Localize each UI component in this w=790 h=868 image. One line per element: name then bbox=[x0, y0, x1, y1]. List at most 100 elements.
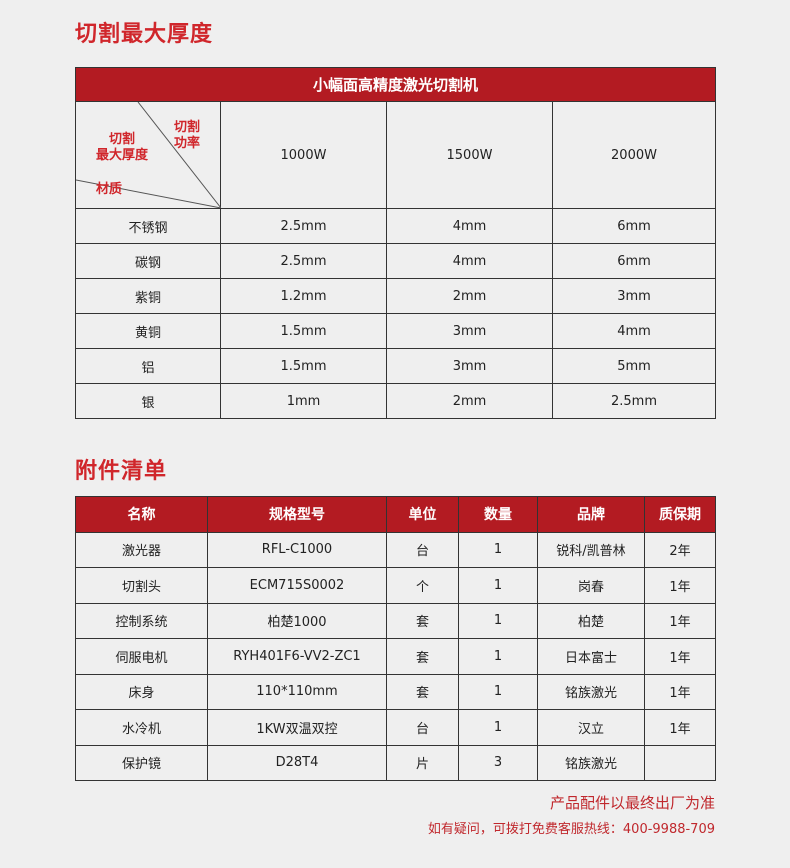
table-cell: 锐科/凯普林 bbox=[537, 531, 645, 568]
thickness-cell: 1.5mm bbox=[220, 348, 387, 384]
thickness-cell: 6mm bbox=[551, 243, 717, 279]
column-header: 品牌 bbox=[537, 496, 645, 533]
material-cell: 不锈钢 bbox=[75, 208, 221, 244]
table-cell: 3 bbox=[458, 744, 538, 781]
table-cell: 日本富士 bbox=[537, 638, 645, 675]
thickness-cell: 1.5mm bbox=[220, 313, 387, 349]
table-cell: 伺服电机 bbox=[75, 638, 208, 675]
table-cell: 1年 bbox=[644, 709, 716, 746]
table-cell: 水冷机 bbox=[75, 709, 208, 746]
table-cell: 1年 bbox=[644, 567, 716, 604]
column-header: 单位 bbox=[386, 496, 459, 533]
table-cell: RFL-C1000 bbox=[207, 531, 387, 568]
table-row: 碳钢 2.5mm 4mm 6mm bbox=[75, 243, 717, 279]
table-row: 激光器 RFL-C1000 台 1 锐科/凯普林 2年 bbox=[75, 531, 716, 568]
table-row: 银 1mm 2mm 2.5mm bbox=[75, 383, 717, 419]
table-row: 黄铜 1.5mm 3mm 4mm bbox=[75, 313, 717, 349]
corner-power-label: 切割 功率 bbox=[174, 120, 201, 151]
material-cell: 紫铜 bbox=[75, 278, 221, 314]
material-cell: 碳钢 bbox=[75, 243, 221, 279]
thickness-cell: 2.5mm bbox=[551, 383, 717, 419]
corner-header-cell: 切割 功率 切割 最大厚度 材质 bbox=[75, 101, 221, 209]
table-cell: 套 bbox=[386, 673, 459, 710]
column-header: 名称 bbox=[75, 496, 208, 533]
table-cell: 1年 bbox=[644, 673, 716, 710]
table-row: 水冷机 1KW双温双控台 1 汉立 1年 bbox=[75, 709, 716, 746]
column-header: 规格型号 bbox=[207, 496, 387, 533]
corner-material-label: 材质 bbox=[96, 182, 123, 197]
corner-thickness-label: 切割 最大厚度 bbox=[96, 132, 149, 163]
table-cell: 床身 bbox=[75, 673, 208, 710]
table-cell: ECM715S0002 bbox=[207, 567, 387, 604]
thickness-cell: 5mm bbox=[551, 348, 717, 384]
table-cell: 1 bbox=[458, 567, 538, 604]
thickness-cell: 4mm bbox=[386, 208, 553, 244]
table-cell: 柏楚 bbox=[537, 602, 645, 639]
thickness-cell: 3mm bbox=[551, 278, 717, 314]
table-cell: 个 bbox=[386, 567, 459, 604]
factory-note: 产品配件以最终出厂为准 bbox=[549, 794, 715, 812]
table-row: 床身 110*110mm 套 1 铭族激光 1年 bbox=[75, 673, 716, 710]
thickness-cell: 1mm bbox=[220, 383, 387, 419]
power-header: 1500W bbox=[386, 101, 553, 209]
power-header: 1000W bbox=[220, 101, 387, 209]
table-cell: 铭族激光 bbox=[537, 744, 645, 781]
section-title-accessories: 附件清单 bbox=[75, 459, 168, 484]
table-cell: 110*110mm bbox=[207, 673, 387, 710]
table-cell: 切割头 bbox=[75, 567, 208, 604]
thickness-cell: 3mm bbox=[386, 313, 553, 349]
table-cell: 柏楚1000 bbox=[207, 602, 387, 639]
table-row: 伺服电机 RYH401F6-VV2-ZC1 套 1 日本富士 1年 bbox=[75, 638, 716, 675]
table-cell: 激光器 bbox=[75, 531, 208, 568]
section-title-thickness: 切割最大厚度 bbox=[75, 22, 214, 47]
table-cell: 套 bbox=[386, 638, 459, 675]
thickness-cell: 2.5mm bbox=[220, 208, 387, 244]
column-header: 质保期 bbox=[644, 496, 716, 533]
table-cell: 岗春 bbox=[537, 567, 645, 604]
table-cell: 1 bbox=[458, 531, 538, 568]
table-cell: 套 bbox=[386, 602, 459, 639]
material-cell: 黄铜 bbox=[75, 313, 221, 349]
thickness-cell: 4mm bbox=[551, 313, 717, 349]
material-cell: 铝 bbox=[75, 348, 221, 384]
table-cell: D28T4 bbox=[207, 744, 387, 781]
table-cell: 1 bbox=[458, 709, 538, 746]
table-title: 小幅面高精度激光切割机 bbox=[74, 67, 717, 102]
table-row: 不锈钢 2.5mm 4mm 6mm bbox=[75, 208, 717, 244]
thickness-table: 小幅面高精度激光切割机 切割 功率 切割 最大厚度 材质 1000W 1500W… bbox=[74, 67, 717, 419]
power-header: 2000W bbox=[551, 101, 717, 209]
table-cell: 1 bbox=[458, 602, 538, 639]
accessories-table: 名称 规格型号 单位 数量 品牌 质保期 激光器 RFL-C1000 台 1 锐科/凯普林 2年 切割… bbox=[75, 496, 716, 781]
table-row: 保护镜 D28T4 片 3 铭族激光 bbox=[75, 744, 716, 781]
thickness-cell: 6mm bbox=[551, 208, 717, 244]
hotline-note: 如有疑问，可拨打免费客服热线：400-9988-709 bbox=[427, 822, 715, 837]
column-header: 数量 bbox=[458, 496, 538, 533]
table-cell: 片 bbox=[386, 744, 459, 781]
table-cell: 铭族激光 bbox=[537, 673, 645, 710]
thickness-cell: 3mm bbox=[386, 348, 553, 384]
table-cell: 1年 bbox=[644, 602, 716, 639]
table-cell: 1年 bbox=[644, 638, 716, 675]
table-cell: 台 bbox=[386, 709, 459, 746]
table-cell: 1KW双温双控 bbox=[207, 709, 387, 746]
table-cell: 保护镜 bbox=[75, 744, 208, 781]
table-cell: 1 bbox=[458, 638, 538, 675]
thickness-cell: 4mm bbox=[386, 243, 553, 279]
table-row: 控制系统 柏楚1000 套 1 柏楚 1年 bbox=[75, 602, 716, 639]
table-cell: 2年 bbox=[644, 531, 716, 568]
material-cell: 银 bbox=[75, 383, 221, 419]
table-cell: 汉立 bbox=[537, 709, 645, 746]
diagonal-lines bbox=[76, 102, 221, 208]
table-cell bbox=[644, 744, 716, 781]
table-cell: RYH401F6-VV2-ZC1 bbox=[207, 638, 387, 675]
table-cell: 台 bbox=[386, 531, 459, 568]
thickness-cell: 1.2mm bbox=[220, 278, 387, 314]
table-cell: 1 bbox=[458, 673, 538, 710]
thickness-cell: 2mm bbox=[386, 278, 553, 314]
table-row: 紫铜 1.2mm 2mm 3mm bbox=[75, 278, 717, 314]
table-row: 铝 1.5mm 3mm 5mm bbox=[75, 348, 717, 384]
thickness-cell: 2.5mm bbox=[220, 243, 387, 279]
header-row: 名称 规格型号 单位 数量 品牌 质保期 bbox=[75, 496, 716, 533]
table-cell: 控制系统 bbox=[75, 602, 208, 639]
table-row: 切割头 ECM715S0002 个 1 岗春 1年 bbox=[75, 567, 716, 604]
